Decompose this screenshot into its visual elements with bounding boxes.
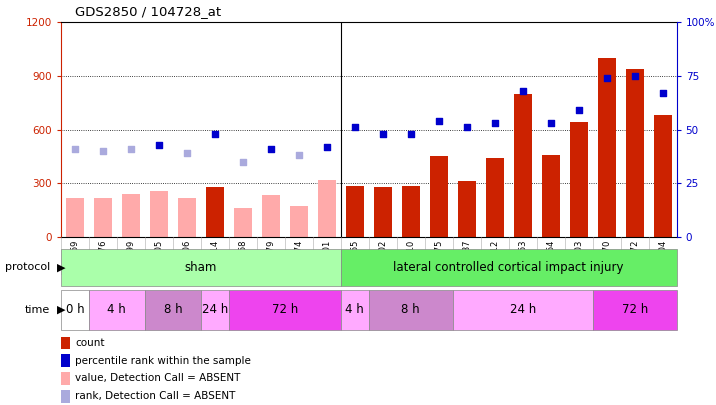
Point [489, 120, 500, 126]
Text: lateral controlled cortical impact injury: lateral controlled cortical impact injur… [393, 261, 624, 274]
Point [517, 88, 528, 94]
Bar [145, 290, 200, 330]
Text: 4 h: 4 h [107, 303, 126, 316]
Bar [453, 290, 593, 330]
Bar [318, 180, 336, 237]
Text: 72 h: 72 h [621, 303, 648, 316]
Point [97, 148, 109, 154]
Bar [261, 195, 280, 237]
Bar [346, 186, 364, 237]
Point [181, 150, 193, 156]
Bar [430, 156, 448, 237]
Bar [200, 290, 229, 330]
Bar [541, 155, 560, 237]
Text: GDS2850 / 104728_at: GDS2850 / 104728_at [75, 5, 221, 18]
Point [209, 131, 221, 137]
Point [377, 131, 389, 137]
Bar [626, 69, 644, 237]
Bar [290, 206, 308, 237]
Point [629, 73, 640, 79]
Point [321, 143, 332, 150]
Bar [61, 354, 70, 367]
Text: time: time [25, 305, 50, 315]
Text: ▶: ▶ [57, 305, 66, 315]
Point [657, 90, 668, 96]
Point [405, 131, 417, 137]
Text: 24 h: 24 h [202, 303, 228, 316]
Text: 8 h: 8 h [402, 303, 420, 316]
Point [69, 146, 81, 152]
Text: percentile rank within the sample: percentile rank within the sample [75, 356, 251, 366]
Text: ▶: ▶ [57, 262, 66, 272]
Bar [569, 122, 588, 237]
Bar [458, 181, 476, 237]
Bar [598, 58, 616, 237]
Bar [341, 249, 677, 286]
Bar [94, 198, 112, 237]
Bar [593, 290, 677, 330]
Bar [61, 337, 70, 350]
Text: 0 h: 0 h [66, 303, 84, 316]
Bar [178, 198, 196, 237]
Bar [341, 290, 369, 330]
Bar [402, 186, 420, 237]
Point [265, 146, 276, 152]
Text: count: count [75, 338, 105, 348]
Bar [513, 94, 532, 237]
Bar [61, 390, 70, 403]
Point [545, 120, 556, 126]
Bar [369, 290, 453, 330]
Bar [229, 290, 341, 330]
Text: sham: sham [185, 261, 217, 274]
Text: 8 h: 8 h [163, 303, 182, 316]
Point [125, 146, 137, 152]
Text: 72 h: 72 h [271, 303, 298, 316]
Point [153, 141, 165, 148]
Bar [61, 372, 70, 385]
Text: 4 h: 4 h [345, 303, 364, 316]
Bar [66, 198, 84, 237]
Point [573, 107, 584, 113]
Point [461, 124, 473, 131]
Point [349, 124, 360, 131]
Text: 24 h: 24 h [510, 303, 536, 316]
Point [433, 118, 445, 124]
Bar [374, 187, 392, 237]
Text: rank, Detection Call = ABSENT: rank, Detection Call = ABSENT [75, 391, 236, 401]
Bar [61, 290, 89, 330]
Point [237, 159, 248, 165]
Text: protocol: protocol [5, 262, 50, 272]
Bar [233, 208, 252, 237]
Point [293, 152, 304, 159]
Text: value, Detection Call = ABSENT: value, Detection Call = ABSENT [75, 373, 241, 384]
Bar [205, 187, 224, 237]
Bar [654, 115, 672, 237]
Bar [89, 290, 145, 330]
Bar [485, 158, 504, 237]
Point [601, 75, 612, 81]
Bar [122, 194, 140, 237]
Bar [150, 191, 168, 237]
Bar [61, 249, 341, 286]
